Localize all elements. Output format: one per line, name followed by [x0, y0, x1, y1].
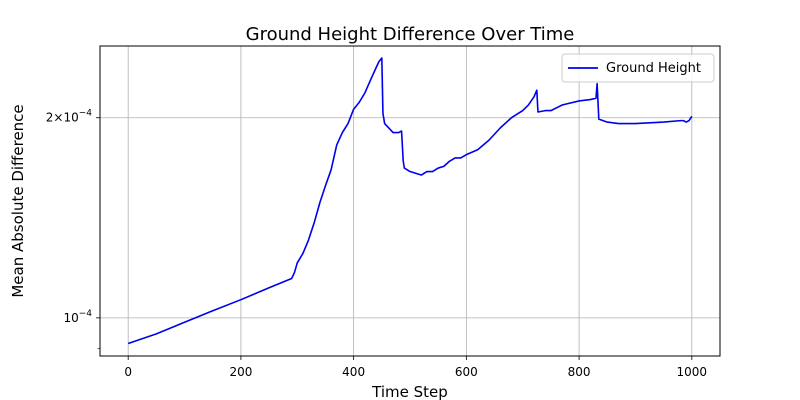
y-tick-label: 10−4: [63, 309, 92, 325]
plot-area: [127, 57, 693, 345]
legend-label-ground-height: Ground Height: [606, 61, 701, 76]
x-tick-label: 200: [229, 365, 252, 379]
chart-title: Ground Height Difference Over Time: [246, 24, 575, 45]
axes-frame: [99, 45, 721, 357]
legend: Ground Height: [561, 53, 715, 83]
x-tick-label: 600: [455, 365, 478, 379]
x-tick-label: 1000: [677, 365, 708, 379]
x-axis-label: Time Step: [371, 383, 448, 400]
x-tick-label: 400: [342, 365, 365, 379]
x-axis-ticks: 0 200 400 600 800 1000: [124, 356, 707, 379]
y-tick-label: 2×10−4: [46, 109, 93, 125]
x-tick-label: 800: [568, 365, 591, 379]
grid: [100, 46, 720, 356]
y-axis-label: Mean Absolute Difference: [9, 104, 27, 297]
series-line-ground-height: [127, 57, 693, 345]
x-tick-label: 0: [124, 365, 132, 379]
y-axis-ticks: 10−4 2×10−4: [46, 109, 100, 349]
legend-box: [561, 53, 715, 83]
